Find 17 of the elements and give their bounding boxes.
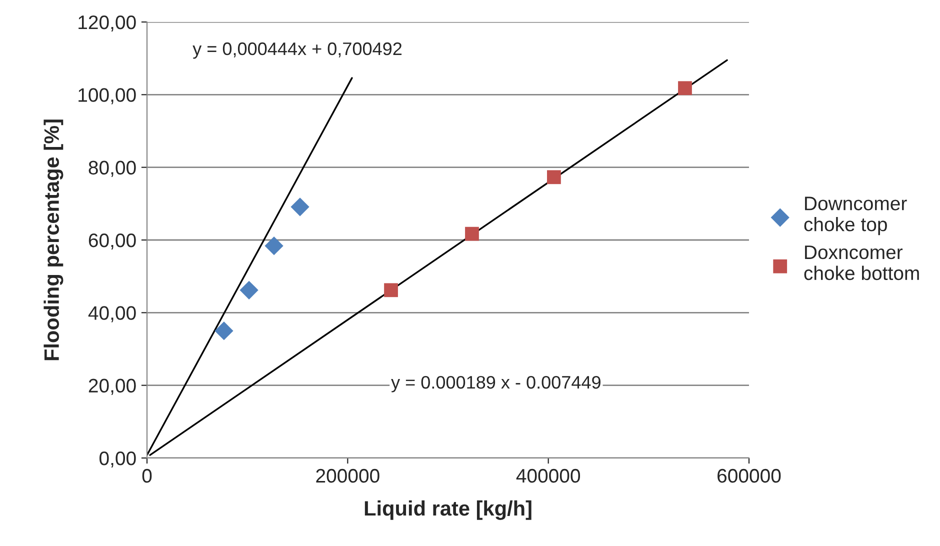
- y-tick-label: 60,00: [88, 233, 136, 250]
- y-tick-label: 100,00: [78, 88, 136, 104]
- x-tick-label: 600000: [718, 468, 781, 483]
- y-tick-label: 20,00: [88, 378, 136, 395]
- x-axis-title: Liquid rate [kg/h]: [364, 500, 532, 520]
- y-tick-label: 0,00: [100, 451, 136, 468]
- y-tick-label: 80,00: [88, 160, 136, 177]
- x-tick-label: 400000: [516, 468, 580, 483]
- x-tick-label: 0: [142, 468, 152, 483]
- y-axis-title: Flooding percentage [%]: [44, 120, 64, 360]
- legend-label: Doxncomer choke bottom: [804, 246, 919, 280]
- legend-label: Downcomer choke top: [804, 196, 907, 236]
- x-tick-label: 200000: [316, 468, 380, 483]
- annotation: y = 0.000189 x - 0.007449: [391, 376, 600, 392]
- y-tick-label: 40,00: [88, 306, 136, 322]
- annotation: y = 0,000444x + 0,700492: [192, 42, 402, 59]
- y-tick-label: 120,00: [78, 15, 136, 32]
